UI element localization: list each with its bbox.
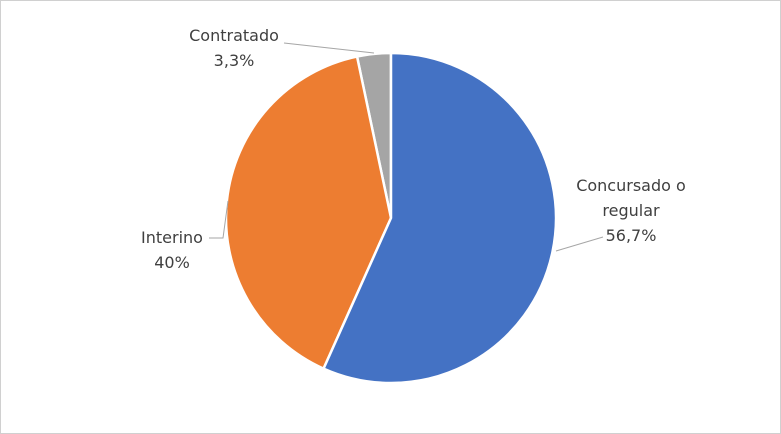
category-label: Concursado o regular — [576, 176, 686, 220]
category-label: Interino — [141, 228, 203, 247]
slice-label: Contratado 3,3% — [174, 23, 294, 73]
leader-line — [283, 42, 375, 54]
value-label: 3,3% — [213, 51, 255, 70]
leader-line — [555, 236, 604, 252]
slice-label: Interino 40% — [122, 225, 222, 275]
value-label: 56,7% — [605, 226, 657, 245]
pie-slice — [321, 51, 558, 385]
pie-slice — [224, 55, 393, 371]
category-label: Contratado — [189, 26, 279, 45]
value-label: 40% — [154, 253, 190, 272]
leader-line — [209, 200, 229, 239]
slice-label: Concursado o regular 56,7% — [566, 173, 696, 248]
